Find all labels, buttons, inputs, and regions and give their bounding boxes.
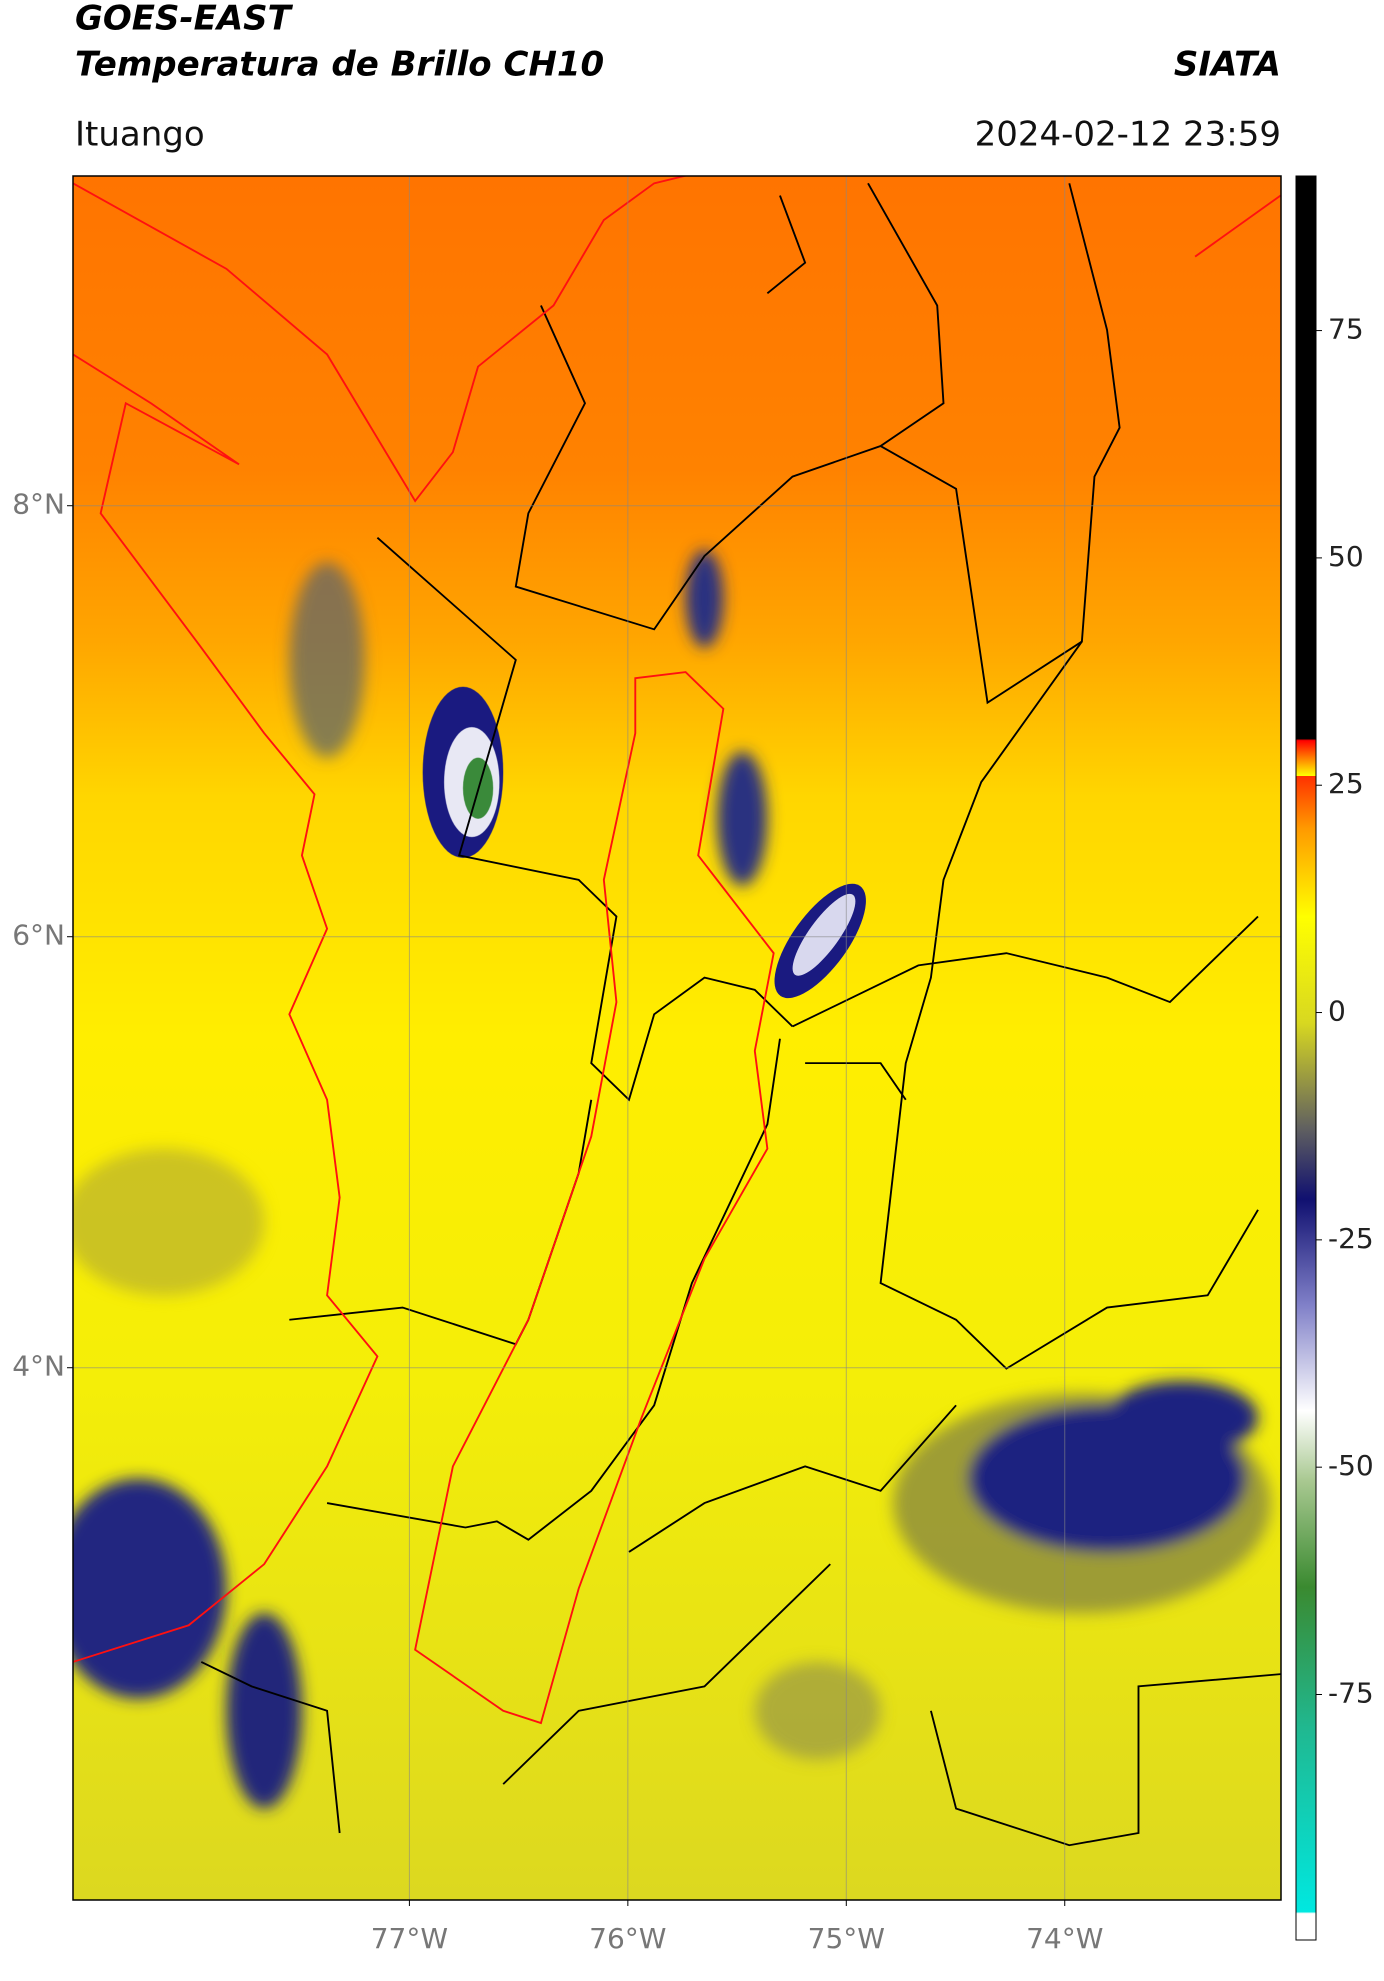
- colorbar-tick-label: 25: [1328, 767, 1364, 800]
- gridlines: [73, 176, 1281, 1900]
- lon-tick-label: 77°W: [371, 1922, 448, 1955]
- lon-tick-label: 76°W: [589, 1922, 666, 1955]
- lat-tick-label: 4°N: [12, 1350, 65, 1383]
- map-frame: [72, 175, 1282, 1901]
- lon-tick-label: 75°W: [808, 1922, 885, 1955]
- colorbar-tick-label: -25: [1328, 1222, 1374, 1255]
- colorbar-tick-label: 50: [1328, 540, 1364, 573]
- colorbar-tick-label: -50: [1328, 1449, 1374, 1482]
- title-1: GOES-EAST: [75, 0, 294, 39]
- title-2: Temperatura de Brillo CH10: [75, 45, 604, 85]
- colorbar-tick-label: 75: [1328, 313, 1364, 346]
- source: SIATA: [1174, 45, 1281, 85]
- colorbar-tick-label: -75: [1328, 1676, 1374, 1709]
- datetime: 2024-02-12 23:59: [975, 115, 1281, 155]
- colorbar-tick-label: 0: [1328, 995, 1346, 1028]
- colorbar: [1295, 175, 1317, 1941]
- lon-tick-label: 74°W: [1026, 1922, 1103, 1955]
- map-image: [73, 176, 1281, 1900]
- lat-tick-label: 6°N: [12, 919, 65, 952]
- lat-tick-label: 8°N: [12, 488, 65, 521]
- location: Ituango: [75, 115, 205, 155]
